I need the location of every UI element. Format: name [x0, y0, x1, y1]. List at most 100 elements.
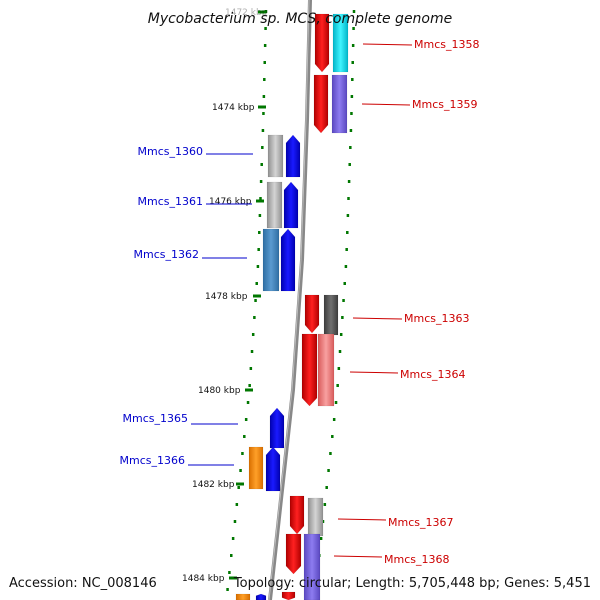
gene-hit-mmcs-1362	[262, 228, 280, 292]
track-dot	[246, 401, 250, 404]
genome-backbone-highlight	[268, 0, 310, 600]
gene-arrow-mmcs-1359	[313, 74, 329, 134]
track-dot	[263, 44, 267, 47]
gene-label-mmcs-1361[interactable]: Mmcs_1361	[138, 195, 203, 208]
gene-label-mmcs-1359[interactable]: Mmcs_1359	[412, 98, 477, 111]
track-dot	[338, 350, 342, 353]
track-dot	[237, 486, 240, 489]
track-dot	[228, 571, 231, 574]
gene-arrow-mmcs-1365	[269, 407, 285, 449]
track-dot	[347, 180, 351, 183]
gene-leader-line	[349, 371, 399, 374]
kbp-tick-label: 1472 kbp	[225, 8, 268, 18]
track-dot	[343, 282, 346, 285]
track-dot	[329, 452, 332, 455]
gene-leader-line	[352, 317, 403, 320]
kbp-tick-label: 1484 kbp	[182, 574, 225, 584]
kbp-tick-mark	[258, 105, 266, 109]
track-dot	[248, 384, 251, 387]
gene-leader-line	[337, 518, 387, 521]
map-title: Mycobacterium sp. MCS, complete genome	[148, 11, 453, 27]
track-dot	[259, 180, 263, 183]
gene-label-mmcs-1362[interactable]: Mmcs_1362	[134, 248, 199, 261]
track-dot	[351, 44, 355, 47]
gene-label-mmcs-1365[interactable]: Mmcs_1365	[123, 412, 188, 425]
track-dot	[334, 401, 338, 404]
gene-arrow-mmcs-1367	[289, 495, 305, 535]
track-dot	[231, 537, 235, 540]
track-dot	[256, 265, 260, 268]
gene-arrow-mmcs-1363	[304, 294, 320, 334]
track-dot	[254, 299, 257, 302]
track-dot	[260, 163, 263, 166]
track-dot	[259, 197, 262, 200]
track-dot	[342, 299, 345, 302]
gene-arrow-mmcs-1364	[301, 333, 318, 407]
track-dot	[258, 214, 262, 217]
gene-arrow-partial	[255, 593, 267, 600]
track-dot	[323, 503, 327, 506]
track-dot	[349, 129, 353, 132]
track-dot	[263, 78, 266, 81]
track-dot	[327, 469, 330, 472]
track-dot	[263, 61, 266, 64]
track-dot	[350, 112, 353, 115]
gene-label-mmcs-1363[interactable]: Mmcs_1363	[404, 312, 469, 325]
track-dot	[351, 61, 354, 64]
track-dot	[261, 146, 264, 149]
kbp-tick-label: 1482 kbp	[192, 480, 235, 490]
gene-hit-mmcs-1358	[332, 13, 349, 73]
gene-arrow-partial	[281, 591, 296, 600]
kbp-tick-mark	[253, 294, 261, 298]
gene-hit-mmcs-1360	[267, 134, 284, 178]
kbp-tick-label: 1474 kbp	[212, 103, 255, 113]
gene-hit-partial	[235, 593, 251, 600]
track-dot	[253, 316, 256, 319]
gene-arrow-mmcs-1366	[265, 446, 281, 492]
topology-text: Topology: circular; Length: 5,705,448 bp…	[233, 576, 591, 591]
genome-backbone	[268, 0, 312, 600]
gene-leader-line	[362, 43, 413, 46]
track-dot	[255, 282, 258, 285]
kbp-tick-mark	[258, 10, 266, 14]
track-dot	[262, 112, 265, 115]
kbp-tick-mark	[229, 576, 237, 580]
gene-label-mmcs-1364[interactable]: Mmcs_1364	[400, 368, 465, 381]
track-dot	[336, 384, 339, 387]
gene-hit-mmcs-1367	[307, 497, 324, 537]
kbp-tick-mark	[236, 482, 244, 486]
track-dot	[251, 333, 255, 336]
track-dot	[345, 248, 348, 251]
gene-label-mmcs-1367[interactable]: Mmcs_1367	[388, 516, 453, 529]
track-dot	[341, 316, 344, 319]
kbp-ticks: 1472 kbp 1474 kbp 1476 kbp 1478 kbp 1480 kbp…	[182, 8, 268, 584]
gene-leader-line	[333, 555, 383, 558]
track-dot	[250, 350, 254, 353]
track-dot	[226, 588, 229, 591]
gene-hit-mmcs-1363	[323, 294, 339, 336]
gene-hit-mmcs-1364	[317, 333, 335, 407]
gene-arrows	[235, 13, 349, 600]
track-dot	[241, 452, 244, 455]
gene-label-mmcs-1360[interactable]: Mmcs_1360	[138, 145, 203, 158]
gene-labels: Mmcs_1358 Mmcs_1359 Mmcs_1360 Mmcs_1361 Mmcs…	[120, 38, 480, 566]
track-dot	[347, 197, 350, 200]
track-dot	[261, 129, 265, 132]
track-dot	[243, 435, 246, 438]
kbp-tick-label: 1476 kbp	[209, 197, 252, 207]
track-dot	[239, 469, 242, 472]
kbp-tick-mark	[256, 199, 264, 203]
track-dot	[262, 95, 266, 98]
gene-hit-mmcs-1368	[303, 533, 321, 600]
track-dot	[337, 367, 341, 370]
gene-label-mmcs-1358[interactable]: Mmcs_1358	[414, 38, 479, 51]
gene-leader-line	[361, 103, 411, 106]
gene-arrow-mmcs-1358	[314, 13, 330, 73]
gene-arrow-mmcs-1362	[280, 228, 296, 292]
gene-label-mmcs-1366[interactable]: Mmcs_1366	[120, 454, 185, 467]
track-dot	[339, 333, 343, 336]
track-dot	[244, 418, 248, 421]
track-dot	[332, 418, 336, 421]
gene-label-mmcs-1368[interactable]: Mmcs_1368	[384, 553, 449, 566]
